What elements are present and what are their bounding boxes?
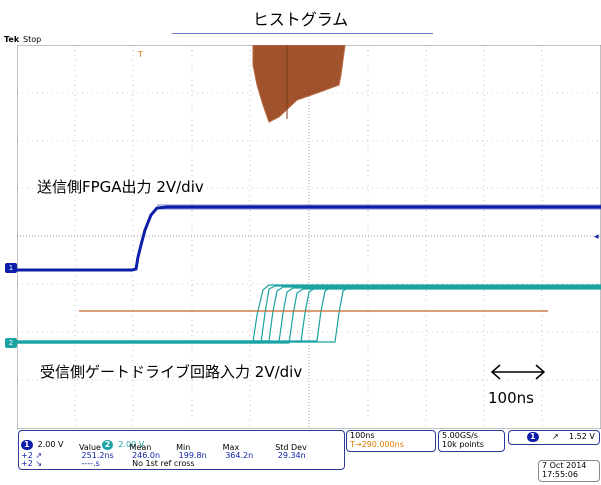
measurement-row-fall: +2 ↘ ----.s No 1st ref cross — [21, 459, 195, 468]
ch1-scale: 2.00 V — [37, 440, 64, 449]
date: 7 Oct 2014 — [542, 461, 587, 470]
ch1-ground-marker[interactable]: 1 — [5, 263, 17, 273]
ch2-scale-badge[interactable]: 2 — [101, 440, 114, 450]
acquisition-panel[interactable]: 5.00GS/s 10k points — [438, 430, 505, 452]
fall-label: +2 ↘ — [21, 459, 43, 468]
rise-label: +2 ↗ — [21, 451, 43, 460]
rise-value: 251.2ns — [81, 451, 114, 460]
trigger-channel-badge: 1 — [527, 432, 539, 442]
horizontal-position: T→290.000ns — [350, 440, 404, 449]
rise-max: 364.2n — [225, 451, 254, 460]
measurement-row-rise: +2 ↗ 251.2ns 246.0n 199.8n 364.2n 29.34n — [21, 451, 306, 460]
double-arrow-icon — [490, 364, 546, 380]
svg-text:▼: ▼ — [307, 45, 312, 46]
trigger-level: 1.52 V — [569, 432, 595, 441]
rise-mean: 246.0n — [132, 451, 161, 460]
channel-scale-row: 1 2.00 V 2 2.00 V — [21, 432, 144, 451]
tx-output-note: 送信側FPGA出力 2V/div — [37, 178, 204, 196]
fall-value: ----.s — [81, 459, 100, 468]
header-mean: Mean — [129, 443, 152, 452]
header-value: Value — [79, 443, 101, 452]
center-axes — [17, 45, 601, 429]
datetime-panel: 7 Oct 2014 17:55:06 — [538, 460, 600, 482]
ch2-scale: 2.00 V — [118, 440, 145, 449]
rise-min: 199.8n — [178, 451, 207, 460]
svg-text:◂: ◂ — [594, 232, 599, 242]
ch1-scale-badge[interactable]: 1 — [21, 440, 33, 450]
histogram-annotation-title: ヒストグラム — [252, 10, 349, 29]
timebase-panel[interactable]: 100ns T→290.000ns — [346, 430, 436, 452]
measurement-panel: 1 2.00 V 2 2.00 V Value Mean Min Max Std… — [18, 430, 345, 470]
record-length: 10k points — [442, 440, 484, 449]
trigger-position-icon: T→ — [350, 440, 362, 449]
scope-brand: Tek — [4, 35, 20, 44]
acquisition-status: Stop — [23, 35, 42, 44]
measurement-headers: Value Mean Min Max Std Dev — [79, 443, 307, 452]
trigger-position-marker: T — [137, 50, 143, 59]
ch1-waveform — [17, 205, 601, 272]
rx-input-note: 受信側ゲートドライブ回路入力 2V/div — [40, 363, 303, 381]
header-min: Min — [176, 443, 191, 452]
time: 17:55:06 — [542, 470, 578, 479]
header-max: Max — [222, 443, 240, 452]
timescale-note: 100ns — [488, 389, 534, 407]
histogram-shape — [252, 45, 346, 123]
oscilloscope-graticule: T ▼ ◂ — [17, 45, 601, 429]
fall-note: No 1st ref cross — [132, 459, 195, 468]
horizontal-scale: 100ns — [350, 431, 375, 440]
header-std-dev: Std Dev — [275, 443, 307, 452]
grid-lines — [17, 45, 601, 429]
trigger-panel[interactable]: 1 ↗ 1.52 V — [508, 430, 600, 445]
ch2-ground-marker[interactable]: 2 — [5, 338, 17, 348]
rise-std: 29.34n — [277, 451, 306, 460]
trigger-slope-icon: ↗ — [552, 432, 559, 441]
sample-rate: 5.00GS/s — [442, 431, 478, 440]
ch2-waveform — [17, 284, 601, 344]
histogram-window-line — [172, 33, 433, 34]
